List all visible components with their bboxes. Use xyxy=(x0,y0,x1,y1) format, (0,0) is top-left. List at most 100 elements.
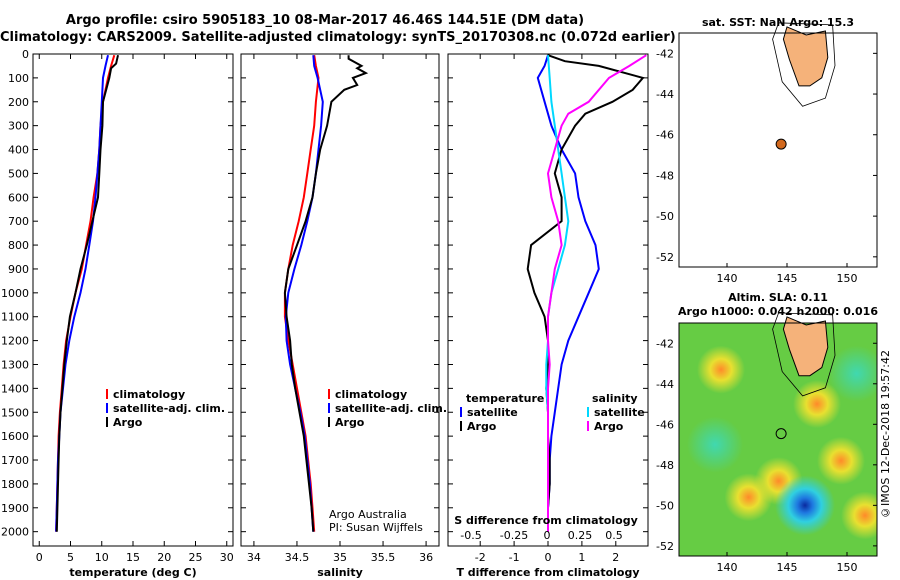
map-y-tick-label: -42 xyxy=(656,47,674,60)
argo-position-marker xyxy=(775,428,787,440)
map-y-tick-label: -50 xyxy=(656,210,674,223)
series-line-salinity-0 xyxy=(283,55,320,532)
y-tick-label-depth: 1400 xyxy=(1,382,29,395)
map-frame xyxy=(678,322,878,557)
series-line-difference-3 xyxy=(546,54,647,532)
y-tick-label-depth: 600 xyxy=(8,191,29,204)
x-tick-label-salinity: 34 xyxy=(247,551,261,564)
x-tick-label-difference: 1 xyxy=(578,551,585,564)
y-tick-label-depth: 1900 xyxy=(1,502,29,515)
y-tick-label-depth: 1600 xyxy=(1,430,29,443)
sla-anomaly-blob xyxy=(828,345,877,402)
map-x-tick-label: 140 xyxy=(717,272,738,285)
x-tick-label-temperature: 30 xyxy=(220,551,234,564)
legend-label-temperature: satellite-adj. clim. xyxy=(113,402,225,415)
sla-anomaly-blob xyxy=(841,491,877,540)
axes-frame-salinity xyxy=(240,53,440,547)
series-line-salinity-1 xyxy=(284,55,324,532)
bathymetry-contour xyxy=(772,312,836,397)
title-line-2: Climatology: CARS2009. Satellite-adjuste… xyxy=(0,30,676,45)
y-tick-label-depth: 900 xyxy=(8,263,29,276)
map-y-tick-label: -48 xyxy=(656,169,674,182)
map-title-sla-2: Argo h1000: 0.042 h2000: 0.016 xyxy=(678,305,878,318)
legend-label-temperature: climatology xyxy=(113,388,185,401)
map-frame xyxy=(678,32,878,268)
series-line-temperature-1 xyxy=(55,54,109,532)
bathymetry-contour xyxy=(772,22,836,107)
legend-label-temperature: Argo xyxy=(467,420,497,433)
x-tick-label-temperature: 20 xyxy=(157,551,171,564)
legend-label-salinity: satellite xyxy=(594,406,645,419)
map-y-tick-label: -48 xyxy=(656,459,674,472)
argo-position-marker xyxy=(775,138,787,150)
map-y-tick-label: -44 xyxy=(656,378,674,391)
map-x-tick-label: 150 xyxy=(837,272,858,285)
map-x-tick-label: 145 xyxy=(777,272,798,285)
sla-anomaly-blob xyxy=(687,416,743,473)
map-y-tick-label: -42 xyxy=(656,337,674,350)
x-tick-label-difference: 0 xyxy=(545,551,552,564)
x2-tick-label: -0.25 xyxy=(500,529,528,542)
y-tick-label-depth: 100 xyxy=(8,72,29,85)
y-tick-label-depth: 400 xyxy=(8,144,29,157)
map-title-sla-1: Altim. SLA: 0.11 xyxy=(728,291,828,304)
y-tick-label-depth: 1700 xyxy=(1,454,29,467)
sla-heatmap xyxy=(679,323,877,556)
series-line-temperature-2 xyxy=(55,54,119,532)
x-tick-label-difference: -2 xyxy=(475,551,486,564)
x-tick-label-salinity: 35 xyxy=(333,551,347,564)
map-y-tick-label: -50 xyxy=(656,499,674,512)
legend-heading-salinity: salinity xyxy=(592,392,638,405)
y-tick-label-depth: 800 xyxy=(8,239,29,252)
x2-tick-label: 0.25 xyxy=(568,529,593,542)
legend-label-temperature: Argo xyxy=(113,416,143,429)
y-tick-label-depth: 500 xyxy=(8,167,29,180)
x-axis-label-temperature: temperature (deg C) xyxy=(69,566,196,579)
legend-heading-temperature: temperature xyxy=(466,392,544,405)
series-line-temperature-0 xyxy=(55,54,116,532)
y-tick-label-depth: 1200 xyxy=(1,335,29,348)
x-axis-label-difference: T difference from climatology xyxy=(456,566,639,579)
map-y-tick-label: -44 xyxy=(656,88,674,101)
x-tick-label-temperature: 5 xyxy=(67,551,74,564)
x-axis-label-salinity: salinity xyxy=(317,566,363,579)
x-tick-label-salinity: 34.5 xyxy=(285,551,310,564)
x-tick-label-difference: 2 xyxy=(612,551,619,564)
annotation-pi: PI: Susan Wijffels xyxy=(329,521,423,534)
x2-tick-label: 0 xyxy=(544,529,551,542)
y-tick-label-depth: 1300 xyxy=(1,358,29,371)
y-tick-label-depth: 300 xyxy=(8,120,29,133)
map-y-tick-label: -52 xyxy=(656,251,674,264)
map-y-tick-label: -46 xyxy=(656,129,674,142)
y-tick-label-depth: 1500 xyxy=(1,406,29,419)
legend-label-salinity: Argo xyxy=(335,416,365,429)
map-y-tick-label: -46 xyxy=(656,418,674,431)
series-line-difference-0 xyxy=(536,54,600,532)
map-title-sst: sat. SST: NaN Argo: 15.3 xyxy=(702,16,854,29)
legend-label-temperature: satellite xyxy=(467,406,518,419)
x-tick-label-temperature: 10 xyxy=(95,551,109,564)
x-tick-label-salinity: 35.5 xyxy=(371,551,396,564)
legend-label-salinity: climatology xyxy=(335,388,407,401)
sla-anomaly-blob xyxy=(697,345,745,394)
sla-anomaly-blob xyxy=(817,436,865,485)
annotation-argo-australia: Argo Australia xyxy=(329,508,407,521)
y-tick-label-depth: 0 xyxy=(22,48,29,61)
x-tick-label-temperature: 25 xyxy=(189,551,203,564)
y-tick-label-depth: 1800 xyxy=(1,478,29,491)
legend-label-salinity: satellite-adj. clim. xyxy=(335,402,447,415)
x-tick-label-temperature: 15 xyxy=(126,551,140,564)
map-background xyxy=(679,33,877,267)
x-tick-label-temperature: 0 xyxy=(36,551,43,564)
map-x-tick-label: 140 xyxy=(717,561,738,574)
x2-tick-label: 0.5 xyxy=(605,529,623,542)
map-x-tick-label: 150 xyxy=(837,561,858,574)
axes-frame-temperature xyxy=(32,53,234,547)
map-y-tick-label: -52 xyxy=(656,540,674,553)
y-tick-label-depth: 1100 xyxy=(1,311,29,324)
legend-label-salinity: Argo xyxy=(594,420,624,433)
x-tick-label-difference: -1 xyxy=(509,551,520,564)
series-line-salinity-2 xyxy=(283,55,369,532)
y-tick-label-depth: 700 xyxy=(8,215,29,228)
